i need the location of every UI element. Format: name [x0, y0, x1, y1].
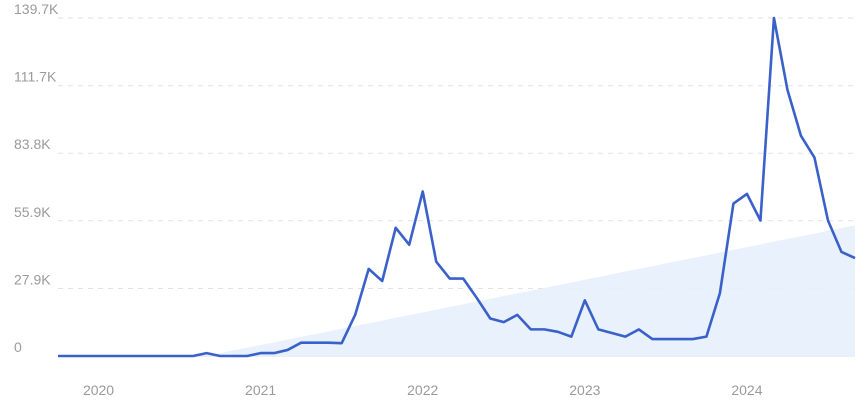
y-tick-label: 55.9K: [14, 204, 51, 220]
y-tick-label: 0: [14, 339, 22, 355]
x-tick-label: 2020: [83, 382, 114, 398]
x-tick-label: 2022: [407, 382, 438, 398]
x-tick-label: 2021: [245, 382, 276, 398]
trend-area: [206, 225, 856, 356]
y-tick-label: 27.9K: [14, 271, 51, 287]
y-tick-label: 111.7K: [14, 69, 57, 85]
x-tick-label: 2023: [569, 382, 600, 398]
y-tick-label: 83.8K: [14, 136, 51, 152]
y-tick-label: 139.7K: [14, 1, 59, 17]
x-tick-label: 2024: [731, 382, 762, 398]
line: [58, 16, 856, 358]
